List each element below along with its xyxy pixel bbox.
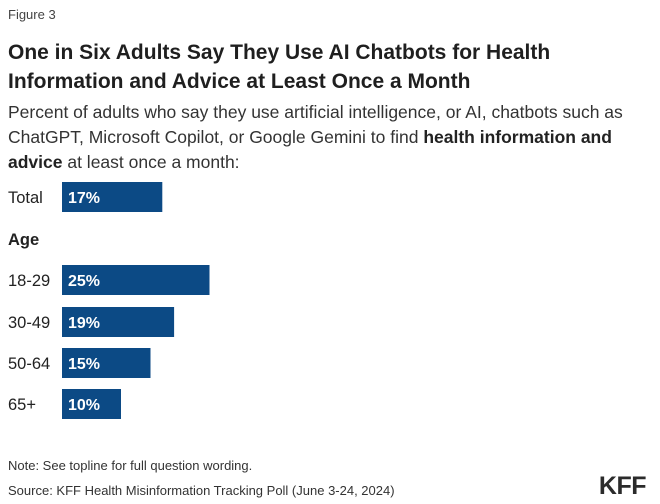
chart-note: Note: See topline for full question word… (8, 458, 253, 473)
group-header-age: Age (8, 231, 39, 249)
subtitle-text-2: at least once a month: (62, 152, 240, 172)
subtitle-bold-text: health information and advice (8, 127, 612, 172)
bar-chart: Age Total 17% 18-29 25% 30-49 19% 50-64 15% 65+ 10… (8, 182, 210, 419)
bar-18-29 (62, 265, 210, 295)
data-label-30-49: 19% (68, 315, 100, 332)
subtitle-text-1: Percent of adults who say they use artif… (8, 102, 623, 147)
category-label-30-49: 30-49 (8, 314, 50, 332)
bar-50-64 (62, 348, 151, 378)
category-label-total: Total (8, 189, 43, 207)
bar-total (62, 182, 163, 212)
chart-source: Source: KFF Health Misinformation Tracki… (8, 483, 395, 498)
data-label-total: 17% (68, 190, 100, 207)
kff-logo: KFF (598, 472, 647, 500)
data-label-50-64: 15% (68, 356, 100, 373)
chart-title: One in Six Adults Say They Use AI Chatbo… (8, 38, 648, 96)
chart-title-line-1: One in Six Adults Say They Use AI Chatbo… (8, 41, 551, 64)
chart-subtitle: Percent of adults who say they use artif… (8, 100, 653, 175)
data-label-18-29: 25% (68, 273, 100, 290)
figure-label: Figure 3 (8, 7, 56, 22)
category-label-65: 65+ (8, 396, 36, 414)
bar-30-49 (62, 307, 175, 337)
category-label-18-29: 18-29 (8, 272, 50, 290)
data-label-65: 10% (68, 397, 100, 414)
chart-title-line-2: Information and Advice at Least Once a M… (8, 70, 471, 93)
bar-65 (62, 389, 121, 419)
category-label-50-64: 50-64 (8, 355, 50, 373)
